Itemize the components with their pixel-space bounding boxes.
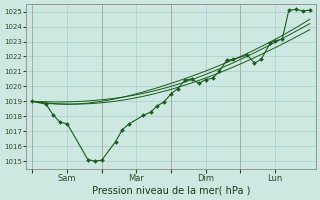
X-axis label: Pression niveau de la mer( hPa ): Pression niveau de la mer( hPa ) [92, 186, 250, 196]
